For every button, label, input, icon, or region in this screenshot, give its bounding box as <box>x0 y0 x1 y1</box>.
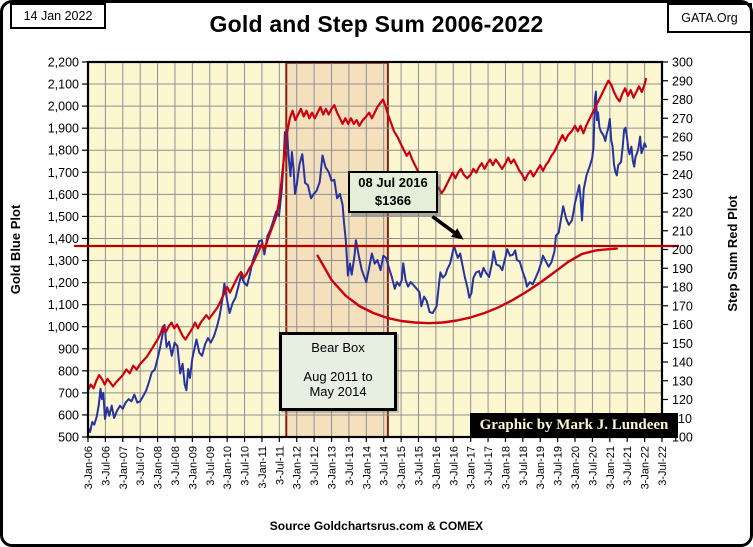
x-axis-tick-label: 3-Jan-08 <box>153 446 165 489</box>
left-axis-tick-label: 500 <box>58 431 79 445</box>
source-text: Source Goldchartsrus.com & COMEX <box>269 519 484 533</box>
gata-org-box: GATA.Org <box>667 3 752 33</box>
x-axis-tick-label: 3-Jul-10 <box>240 446 252 486</box>
x-axis-tick-label: 3-Jan-10 <box>222 446 234 489</box>
x-axis-tick-label: 3-Jul-09 <box>205 446 217 486</box>
annotation-price: $1366 <box>374 193 412 208</box>
bear-box-label: Bear Box Aug 2011 to May 2014 <box>279 332 397 411</box>
date-box: 14 Jan 2022 <box>10 3 106 29</box>
annotation-box: 08 Jul 2016 $1366 <box>348 171 438 213</box>
left-axis-tick-label: 1,300 <box>48 254 79 268</box>
right-axis-tick-label: 160 <box>672 318 693 332</box>
left-axis-tick-label: 600 <box>58 408 79 422</box>
x-axis-tick-label: 3-Jan-11 <box>257 446 269 489</box>
left-axis-tick-label: 2,000 <box>48 100 79 114</box>
right-axis-tick-label: 300 <box>672 56 693 70</box>
x-axis-tick-label: 3-Jul-13 <box>344 446 356 486</box>
x-axis-tick-label: 3-Jan-18 <box>500 446 512 489</box>
right-axis-tick-label: 120 <box>672 393 693 407</box>
source-line: Source Goldchartsrus.com & COMEX <box>0 519 753 533</box>
annotation-arrow-head <box>451 228 464 240</box>
gata-org-label: GATA.Org <box>681 11 738 25</box>
right-axis-tick-label: 180 <box>672 281 693 295</box>
left-axis-tick-label: 1,800 <box>48 144 79 158</box>
x-axis-tick-label: 3-Jan-12 <box>292 446 304 489</box>
annotation-date: 08 Jul 2016 <box>358 175 428 191</box>
x-axis-tick-label: 3-Jan-16 <box>431 446 443 489</box>
right-axis-tick-label: 240 <box>672 168 693 182</box>
left-axis-tick-label: 800 <box>58 364 79 378</box>
left-axis-tick-label: 1,500 <box>48 210 79 224</box>
right-axis-tick-label: 230 <box>672 187 693 201</box>
x-axis-tick-label: 3-Jan-13 <box>327 446 339 489</box>
right-axis-tick-label: 260 <box>672 131 693 145</box>
smile-curve-line <box>316 247 618 325</box>
right-axis-tick-label: 170 <box>672 299 693 313</box>
x-axis-tick-label: 3-Jul-16 <box>448 446 460 486</box>
left-axis-tick-label: 1,100 <box>48 298 79 312</box>
right-axis-tick-label: 140 <box>672 356 693 370</box>
bear-box-title: Bear Box <box>311 340 365 355</box>
bear-box-range-start: Aug 2011 to <box>303 369 373 384</box>
right-axis-tick-label: 190 <box>672 262 693 276</box>
x-axis-tick-label: 3-Jan-20 <box>570 446 582 489</box>
x-axis-tick-label: 3-Jul-19 <box>553 446 565 486</box>
right-axis-tick-label: 290 <box>672 74 693 88</box>
left-axis-title: Gold Blue Plot <box>8 204 23 294</box>
x-axis-tick-label: 3-Jan-09 <box>187 446 199 489</box>
x-axis-tick-label: 3-Jan-21 <box>605 446 617 489</box>
x-axis-tick-label: 3-Jul-15 <box>413 446 425 486</box>
right-axis-tick-label: 200 <box>672 243 693 257</box>
left-axis-tick-label: 2,100 <box>48 78 79 92</box>
x-axis-tick-label: 3-Jan-15 <box>396 446 408 489</box>
right-axis-tick-label: 150 <box>672 337 693 351</box>
credit-badge: Graphic by Mark J. Lundeen <box>470 413 678 438</box>
x-axis-tick-label: 3-Jul-20 <box>587 446 599 486</box>
right-axis-tick-label: 270 <box>672 112 693 126</box>
right-axis-tick-label: 220 <box>672 206 693 220</box>
left-axis-tick-label: 1,000 <box>48 320 79 334</box>
x-axis-tick-label: 3-Jul-21 <box>622 446 634 486</box>
left-axis-tick-label: 2,200 <box>48 56 79 70</box>
bear-box-range-end: May 2014 <box>309 384 367 399</box>
x-axis-tick-label: 3-Jul-14 <box>379 446 391 486</box>
x-axis-tick-label: 3-Jul-18 <box>518 446 530 486</box>
x-axis-tick-label: 3-Jul-06 <box>100 446 112 486</box>
x-axis-tick-label: 3-Jan-07 <box>118 446 130 489</box>
x-axis-tick-label: 3-Jan-14 <box>361 446 373 489</box>
left-axis-tick-label: 1,600 <box>48 188 79 202</box>
stepsum-series-line <box>86 77 648 392</box>
x-axis-tick-label: 3-Jul-08 <box>170 446 182 486</box>
x-axis-tick-label: 3-Jan-19 <box>535 446 547 489</box>
page-title: Gold and Step Sum 2006-2022 <box>0 11 753 38</box>
x-axis-tick-label: 3-Jan-17 <box>466 446 478 489</box>
right-axis-title: Step Sum Red Plot <box>725 195 740 312</box>
x-axis-tick-label: 3-Jul-22 <box>657 446 669 486</box>
right-axis-tick-label: 250 <box>672 149 693 163</box>
x-axis-tick-label: 3-Jan-22 <box>640 446 652 489</box>
left-axis-tick-label: 900 <box>58 342 79 356</box>
right-axis-tick-label: 210 <box>672 224 693 238</box>
x-axis-tick-label: 3-Jul-07 <box>135 446 147 486</box>
left-axis-tick-label: 1,200 <box>48 276 79 290</box>
gold-series-line <box>87 90 647 434</box>
x-axis-tick-label: 3-Jul-12 <box>309 446 321 486</box>
date-label: 14 Jan 2022 <box>23 9 93 23</box>
x-axis-tick-label: 3-Jul-11 <box>274 446 286 485</box>
right-axis-tick-label: 130 <box>672 374 693 388</box>
left-axis-tick-label: 700 <box>58 386 79 400</box>
left-axis-tick-label: 1,900 <box>48 122 79 136</box>
title-text: Gold and Step Sum 2006-2022 <box>209 11 544 37</box>
right-axis-tick-label: 280 <box>672 93 693 107</box>
left-axis-tick-label: 1,700 <box>48 166 79 180</box>
x-axis-tick-label: 3-Jan-06 <box>83 446 95 489</box>
x-axis-tick-label: 3-Jul-17 <box>483 446 495 486</box>
credit-text: Graphic by Mark J. Lundeen <box>479 417 669 433</box>
left-axis-tick-label: 1,400 <box>48 232 79 246</box>
